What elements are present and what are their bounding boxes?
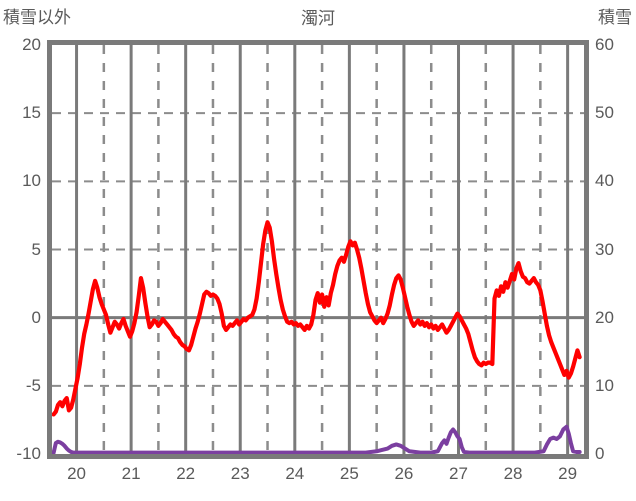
chart-title: 濁河 xyxy=(301,9,335,28)
snow-depth-line xyxy=(51,424,582,455)
left-y-tick-label: 10 xyxy=(22,171,41,191)
right-y-tick-label: 60 xyxy=(595,35,614,54)
left-y-tick-label: -10 xyxy=(16,444,41,463)
right-y-tick-label: 40 xyxy=(595,171,614,191)
x-tick-label: 21 xyxy=(121,464,141,483)
left-y-tick-label: 15 xyxy=(22,103,41,123)
x-tick-label: 26 xyxy=(394,464,414,483)
x-tick-label: 29 xyxy=(558,464,578,483)
gridlines xyxy=(52,45,584,454)
right-y-tick-label: 0 xyxy=(595,444,605,463)
x-tick-label: 25 xyxy=(339,464,359,483)
left-y-tick-label: -5 xyxy=(25,375,41,395)
right-axis-title: 積雪 xyxy=(598,8,632,27)
right-y-tick-label: 20 xyxy=(595,307,614,327)
x-tick-label: 24 xyxy=(285,464,305,483)
chart-svg xyxy=(51,45,584,455)
right-y-tick-label: 10 xyxy=(595,375,614,395)
x-tick-label: 23 xyxy=(230,464,250,483)
right-y-tick-label: 30 xyxy=(595,239,614,259)
temperature-line xyxy=(51,220,582,417)
left-y-tick-label: 0 xyxy=(31,307,41,327)
x-tick-label: 27 xyxy=(449,464,468,483)
left-y-tick-label: 5 xyxy=(31,239,41,259)
plot-area xyxy=(47,40,589,459)
series-layer xyxy=(51,220,582,455)
x-tick-label: 22 xyxy=(176,464,196,483)
right-y-tick-label: 50 xyxy=(595,103,614,123)
x-tick-label: 20 xyxy=(67,464,86,483)
x-tick-label: 28 xyxy=(503,464,523,483)
left-axis-title: 積雪以外 xyxy=(3,8,71,27)
left-y-tick-label: 20 xyxy=(22,35,41,54)
plot-frame xyxy=(47,40,589,459)
